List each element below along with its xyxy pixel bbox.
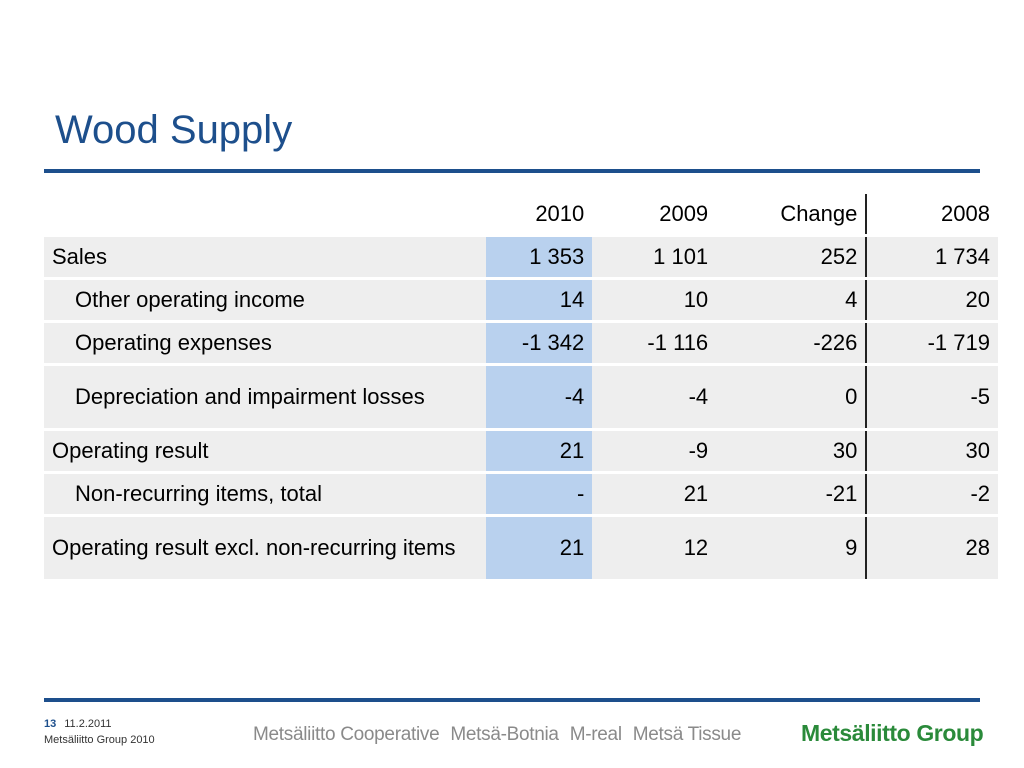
row-label: Sales: [44, 234, 486, 279]
cell-2008: 28: [866, 514, 998, 579]
row-label: Operating expenses: [44, 320, 486, 365]
table-row: Other operating income 14 10 4 20: [44, 277, 998, 322]
header-empty: [44, 194, 486, 237]
cell-2009: -4: [592, 363, 717, 430]
cell-2008: -5: [866, 363, 998, 430]
cell-change: 9: [716, 514, 868, 579]
header-2010: 2010: [485, 194, 593, 237]
slide-title: Wood Supply: [55, 108, 293, 152]
cell-change: -21: [716, 471, 868, 516]
cell-2009: 1 101: [592, 234, 717, 279]
header-change: Change: [716, 194, 868, 237]
cell-change: 252: [716, 234, 868, 279]
cell-2008: -2: [866, 471, 998, 516]
cell-change: -226: [716, 320, 868, 365]
row-label: Operating result: [44, 428, 486, 473]
cell-2009: 21: [592, 471, 717, 516]
brand-list: Metsäliitto Cooperative Metsä-Botnia M-rea…: [253, 724, 752, 746]
cell-2010: 1 353: [485, 234, 593, 279]
table-row: Non-recurring items, total - 21 -21 -2: [44, 471, 998, 516]
slide-date: 11.2.2011: [64, 718, 112, 730]
cell-2009: -9: [592, 428, 717, 473]
title-divider: [44, 169, 980, 173]
cell-2010: -: [485, 471, 593, 516]
cell-2009: 12: [592, 514, 717, 579]
footer-page-info: 13 11.2.2011: [44, 718, 112, 730]
footer-company: Metsäliitto Group 2010: [44, 734, 155, 746]
cell-change: 30: [716, 428, 868, 473]
cell-2008: 20: [866, 277, 998, 322]
cell-2009: -1 116: [592, 320, 717, 365]
cell-2010: -4: [485, 363, 593, 430]
brand-item: Metsäliitto Cooperative: [253, 724, 440, 745]
cell-2009: 10: [592, 277, 717, 322]
table-row: Depreciation and impairment losses -4 -4…: [44, 363, 998, 430]
footer-divider: [44, 698, 980, 702]
cell-change: 4: [716, 277, 868, 322]
cell-change: 0: [716, 363, 868, 430]
cell-2010: 21: [485, 514, 593, 579]
page-number: 13: [44, 718, 57, 730]
table-row: Operating result excl. non-recurring ite…: [44, 514, 998, 579]
group-logo: Metsäliitto Group: [801, 720, 984, 746]
brand-item: Metsä Tissue: [632, 724, 742, 745]
cell-2010: 14: [485, 277, 593, 322]
table-row: Operating result 21 -9 30 30: [44, 428, 998, 473]
brand-item: Metsä-Botnia: [450, 724, 559, 745]
table-row: Operating expenses -1 342 -1 116 -226 -1…: [44, 320, 998, 365]
cell-2008: 30: [866, 428, 998, 473]
brand-item: M-real: [569, 724, 622, 745]
header-2008: 2008: [866, 194, 998, 237]
cell-2008: -1 719: [866, 320, 998, 365]
financial-table: 2010 2009 Change 2008 Sales 1 353 1 101 …: [44, 194, 998, 579]
row-label: Operating result excl. non-recurring ite…: [44, 514, 486, 579]
row-label: Non-recurring items, total: [44, 471, 486, 516]
table-row: Sales 1 353 1 101 252 1 734: [44, 234, 998, 279]
cell-2010: 21: [485, 428, 593, 473]
row-label: Depreciation and impairment losses: [44, 363, 486, 430]
table-header-row: 2010 2009 Change 2008: [44, 194, 998, 237]
header-2009: 2009: [592, 194, 717, 237]
cell-2010: -1 342: [485, 320, 593, 365]
cell-2008: 1 734: [866, 234, 998, 279]
row-label: Other operating income: [44, 277, 486, 322]
